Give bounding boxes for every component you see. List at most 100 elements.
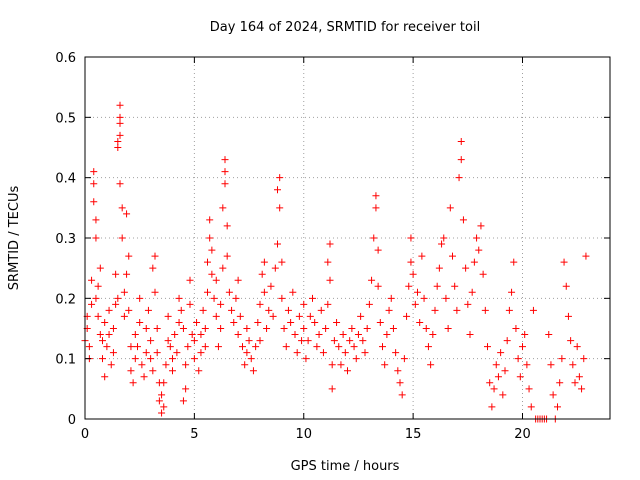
data-point [569, 361, 577, 369]
data-point [519, 343, 526, 351]
data-point [560, 258, 568, 266]
data-point [175, 318, 183, 326]
data-point [582, 252, 590, 260]
data-point [123, 210, 131, 218]
data-point [295, 312, 303, 320]
data-point [151, 288, 159, 296]
data-point [407, 234, 415, 242]
data-point [116, 180, 124, 188]
data-point [411, 300, 419, 308]
data-point [287, 318, 295, 326]
data-point [545, 331, 553, 339]
data-point [149, 264, 157, 272]
data-point [214, 343, 222, 351]
data-points [81, 101, 590, 423]
data-point [136, 318, 144, 326]
data-point [153, 349, 161, 357]
data-point [114, 294, 122, 302]
data-point [424, 343, 432, 351]
data-point [166, 343, 174, 351]
data-point [184, 343, 192, 351]
x-tick-label: 0 [81, 427, 89, 442]
data-point [243, 349, 251, 357]
data-point [444, 325, 452, 332]
x-tick-label: 5 [190, 427, 198, 442]
data-point [357, 312, 365, 320]
data-point [525, 385, 533, 393]
data-point [208, 270, 216, 278]
data-point [260, 288, 268, 296]
data-point [284, 306, 292, 314]
data-point [267, 282, 275, 290]
data-point [558, 355, 566, 363]
data-point [118, 234, 126, 242]
data-point [324, 258, 332, 266]
data-point [239, 343, 246, 351]
data-point [221, 156, 229, 164]
data-point [451, 282, 459, 290]
data-point [457, 137, 465, 145]
data-point [479, 270, 487, 278]
data-point [212, 312, 220, 320]
data-point [155, 397, 163, 405]
data-point [359, 337, 367, 345]
data-point [407, 258, 415, 266]
data-point [99, 355, 106, 363]
data-point [94, 282, 102, 290]
data-point [217, 300, 225, 308]
data-point [453, 306, 461, 314]
chart-title: Day 164 of 2024, SRMTID for receiver toi… [210, 20, 480, 35]
data-point [383, 331, 391, 339]
data-point [449, 252, 456, 260]
data-point [105, 331, 113, 339]
data-point [328, 385, 336, 393]
data-point [512, 325, 520, 332]
data-point [298, 337, 306, 345]
data-point [96, 264, 104, 272]
data-point [414, 288, 421, 296]
data-point [501, 367, 509, 375]
data-point [330, 337, 338, 345]
data-point [85, 343, 93, 351]
data-point [234, 276, 242, 284]
data-point [210, 294, 218, 302]
data-point [114, 144, 122, 151]
data-point [333, 318, 341, 326]
data-point [446, 204, 454, 212]
data-point [374, 246, 382, 254]
data-point [529, 306, 537, 314]
data-point [186, 300, 194, 308]
data-point [103, 343, 111, 351]
data-point [234, 331, 242, 339]
data-point [212, 276, 220, 284]
data-point [90, 198, 98, 206]
data-point [112, 270, 120, 278]
data-point [254, 318, 262, 326]
data-point [427, 361, 435, 369]
data-point [90, 180, 98, 188]
data-point [118, 204, 126, 212]
data-point [398, 391, 406, 399]
data-point [201, 343, 209, 351]
data-point [278, 294, 286, 302]
data-point [175, 294, 183, 302]
data-point [363, 325, 371, 332]
data-point [274, 186, 281, 194]
data-point [400, 355, 408, 363]
data-point [567, 337, 575, 345]
data-point [376, 318, 384, 326]
data-point [147, 337, 155, 345]
data-point [385, 306, 393, 314]
data-point [416, 318, 424, 326]
data-point [324, 300, 332, 308]
data-point [171, 331, 179, 339]
data-point [190, 337, 198, 345]
data-point [249, 367, 257, 375]
data-point [300, 325, 308, 332]
data-point [409, 270, 417, 278]
data-point [372, 204, 380, 212]
data-point [387, 294, 395, 302]
data-point [116, 113, 124, 121]
data-point [571, 379, 579, 387]
data-point [131, 355, 139, 363]
